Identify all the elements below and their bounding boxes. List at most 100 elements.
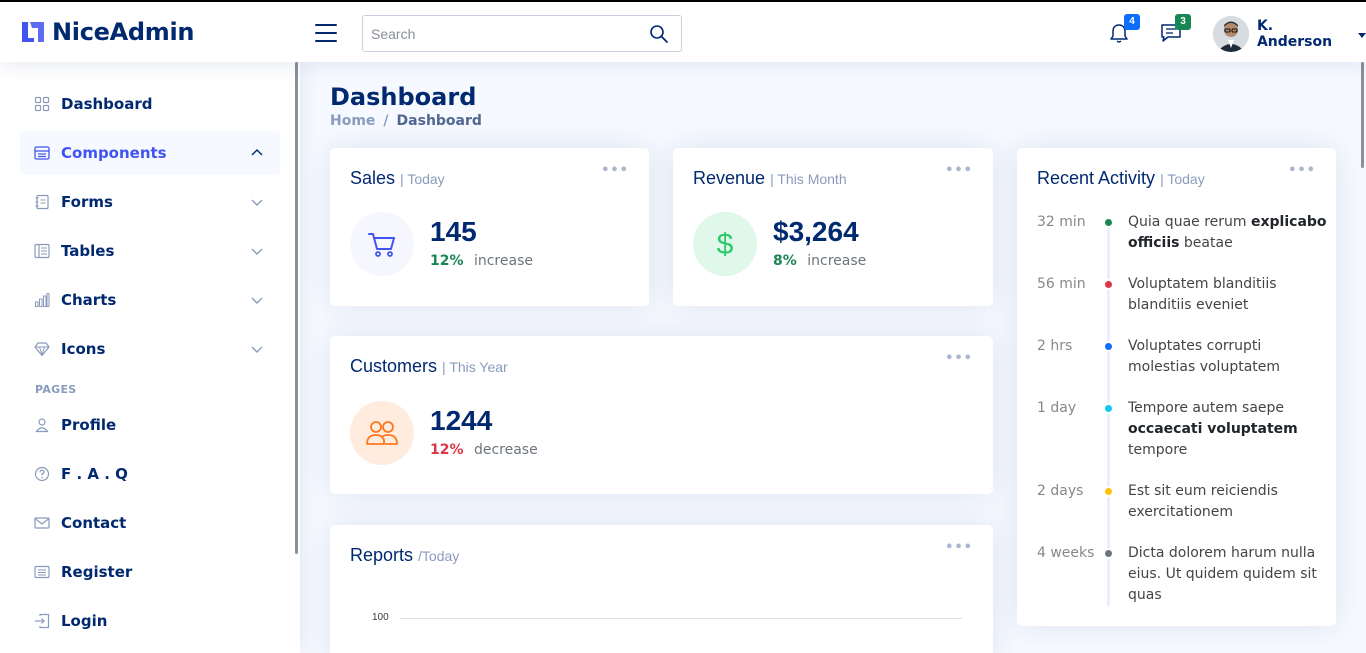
search-icon[interactable] <box>649 24 669 44</box>
question-circle-icon <box>34 466 50 482</box>
card-title: Revenue | This Month <box>693 168 847 189</box>
card-period: | This Month <box>770 171 847 187</box>
sidebar-scrollbar[interactable] <box>295 62 298 554</box>
sidebar-item-dashboard[interactable]: Dashboard <box>20 82 280 126</box>
page-title: Dashboard <box>330 83 477 111</box>
card-period: | Today <box>400 171 445 187</box>
people-icon <box>366 421 398 445</box>
sidebar-item-label: Icons <box>61 340 106 358</box>
sidebar-item-label: Dashboard <box>61 95 153 113</box>
activity-dot-icon <box>1103 548 1114 559</box>
cart-icon <box>368 233 395 257</box>
activity-text: Voluptatem blanditiis blanditiis eveniet <box>1128 276 1277 313</box>
change-percent: 8% <box>773 253 797 269</box>
sidebar-item-label: Charts <box>61 291 117 309</box>
sidebar-item-label: Profile <box>61 416 117 434</box>
people-icon-circle <box>350 401 414 465</box>
envelope-icon <box>34 517 50 529</box>
more-options-icon[interactable]: ••• <box>945 351 973 366</box>
activity-time: 1 day <box>1037 400 1077 416</box>
more-options-icon[interactable]: ••• <box>601 163 629 178</box>
box-arrow-in-right-icon <box>35 613 50 629</box>
search-input[interactable] <box>363 16 633 51</box>
sidebar-item-tables[interactable]: Tables <box>20 229 280 273</box>
layout-text-icon <box>34 243 50 259</box>
activity-time: 56 min <box>1037 276 1086 292</box>
customers-value: 1244 <box>430 405 493 436</box>
sidebar-item-label: Login <box>61 612 108 630</box>
gem-icon <box>34 342 50 357</box>
card-list-icon <box>34 565 50 579</box>
activity-text: Est sit eum reiciendis exercitationem <box>1128 483 1278 520</box>
more-options-icon[interactable]: ••• <box>945 540 973 555</box>
chevron-down-icon <box>251 199 263 206</box>
sidebar-item-forms[interactable]: Forms <box>20 180 280 224</box>
sidebar-item-charts[interactable]: Charts <box>20 278 280 322</box>
sidebar-item-label: Register <box>61 563 133 581</box>
change-word: decrease <box>473 442 538 458</box>
chart-gridline <box>400 618 962 619</box>
more-options-icon[interactable]: ••• <box>945 163 973 178</box>
activity-text: Dicta dolorem harum nulla eius. Ut quide… <box>1128 545 1317 603</box>
profile-menu[interactable]: K. Anderson <box>1213 16 1366 52</box>
brand-name: NiceAdmin <box>52 18 195 46</box>
chevron-down-icon <box>251 297 263 304</box>
more-options-icon[interactable]: ••• <box>1288 163 1316 178</box>
card-title: Customers | This Year <box>350 356 508 377</box>
activity-time: 4 weeks <box>1037 545 1095 561</box>
card-title-text: Reports <box>350 545 414 565</box>
card-title-text: Revenue <box>693 168 766 188</box>
sidebar-toggle-button[interactable] <box>315 24 337 42</box>
card-title: Recent Activity | Today <box>1037 168 1205 189</box>
sidebar-item-components[interactable]: Components <box>20 131 280 175</box>
revenue-card: Revenue | This Month ••• $ $3,264 8% inc… <box>673 148 993 306</box>
activity-time: 2 hrs <box>1037 338 1073 354</box>
top-header: NiceAdmin 4 3 <box>0 0 1366 62</box>
activity-dot-icon <box>1103 341 1114 352</box>
card-title-text: Sales <box>350 168 396 188</box>
chevron-down-icon <box>251 248 263 255</box>
change-percent: 12% <box>430 442 464 458</box>
grid-icon <box>34 96 50 112</box>
brand-logo[interactable]: NiceAdmin <box>20 18 195 46</box>
reports-card: Reports /Today ••• <box>330 525 993 653</box>
bell-icon <box>1110 24 1128 43</box>
activity-text-bold: occaecati voluptatem <box>1128 421 1298 437</box>
breadcrumb-current: Dashboard <box>396 113 482 129</box>
user-name: K. Anderson <box>1256 18 1333 50</box>
sidebar-item-icons[interactable]: Icons <box>20 327 280 371</box>
card-title: Reports /Today <box>350 545 459 566</box>
activity-dot-icon <box>1103 217 1114 228</box>
messages-button[interactable]: 3 <box>1159 14 1191 46</box>
activity-time: 2 days <box>1037 483 1084 499</box>
breadcrumb-home-link[interactable]: Home <box>330 113 376 129</box>
activity-dot-icon <box>1103 403 1114 414</box>
sales-card: Sales | Today ••• 145 12% increase <box>330 148 649 306</box>
sidebar-heading-pages: PAGES <box>35 383 77 396</box>
chart-y-tick: 100 <box>372 612 389 623</box>
svg-text:$: $ <box>717 228 734 260</box>
change-word: increase <box>807 253 867 269</box>
customers-change: 12% decrease <box>430 442 538 458</box>
sales-value: 145 <box>430 216 477 247</box>
change-word: increase <box>473 253 533 269</box>
sidebar-item-login[interactable]: Login <box>20 599 280 643</box>
recent-activity-card: Recent Activity | Today ••• <box>1017 148 1336 626</box>
notifications-badge: 4 <box>1124 14 1140 30</box>
customers-card: Customers | This Year ••• 1244 12% decre… <box>330 336 993 494</box>
notifications-button[interactable]: 4 <box>1108 14 1140 46</box>
change-percent: 12% <box>430 253 464 269</box>
activity-timeline-line <box>1107 222 1110 606</box>
sidebar-item-contact[interactable]: Contact <box>20 501 280 545</box>
menu-list-icon <box>34 146 50 160</box>
card-period: /Today <box>418 548 460 564</box>
logo-icon <box>22 22 44 42</box>
card-title-text: Customers <box>350 356 438 376</box>
messages-badge: 3 <box>1175 14 1191 30</box>
sidebar-item-register[interactable]: Register <box>20 550 280 594</box>
page-scrollbar[interactable] <box>1361 62 1364 168</box>
cart-icon-circle <box>350 212 414 276</box>
sidebar-item-profile[interactable]: Profile <box>20 403 280 447</box>
sidebar-item-faq[interactable]: F . A . Q <box>20 452 280 496</box>
card-period: | This Year <box>442 359 508 375</box>
